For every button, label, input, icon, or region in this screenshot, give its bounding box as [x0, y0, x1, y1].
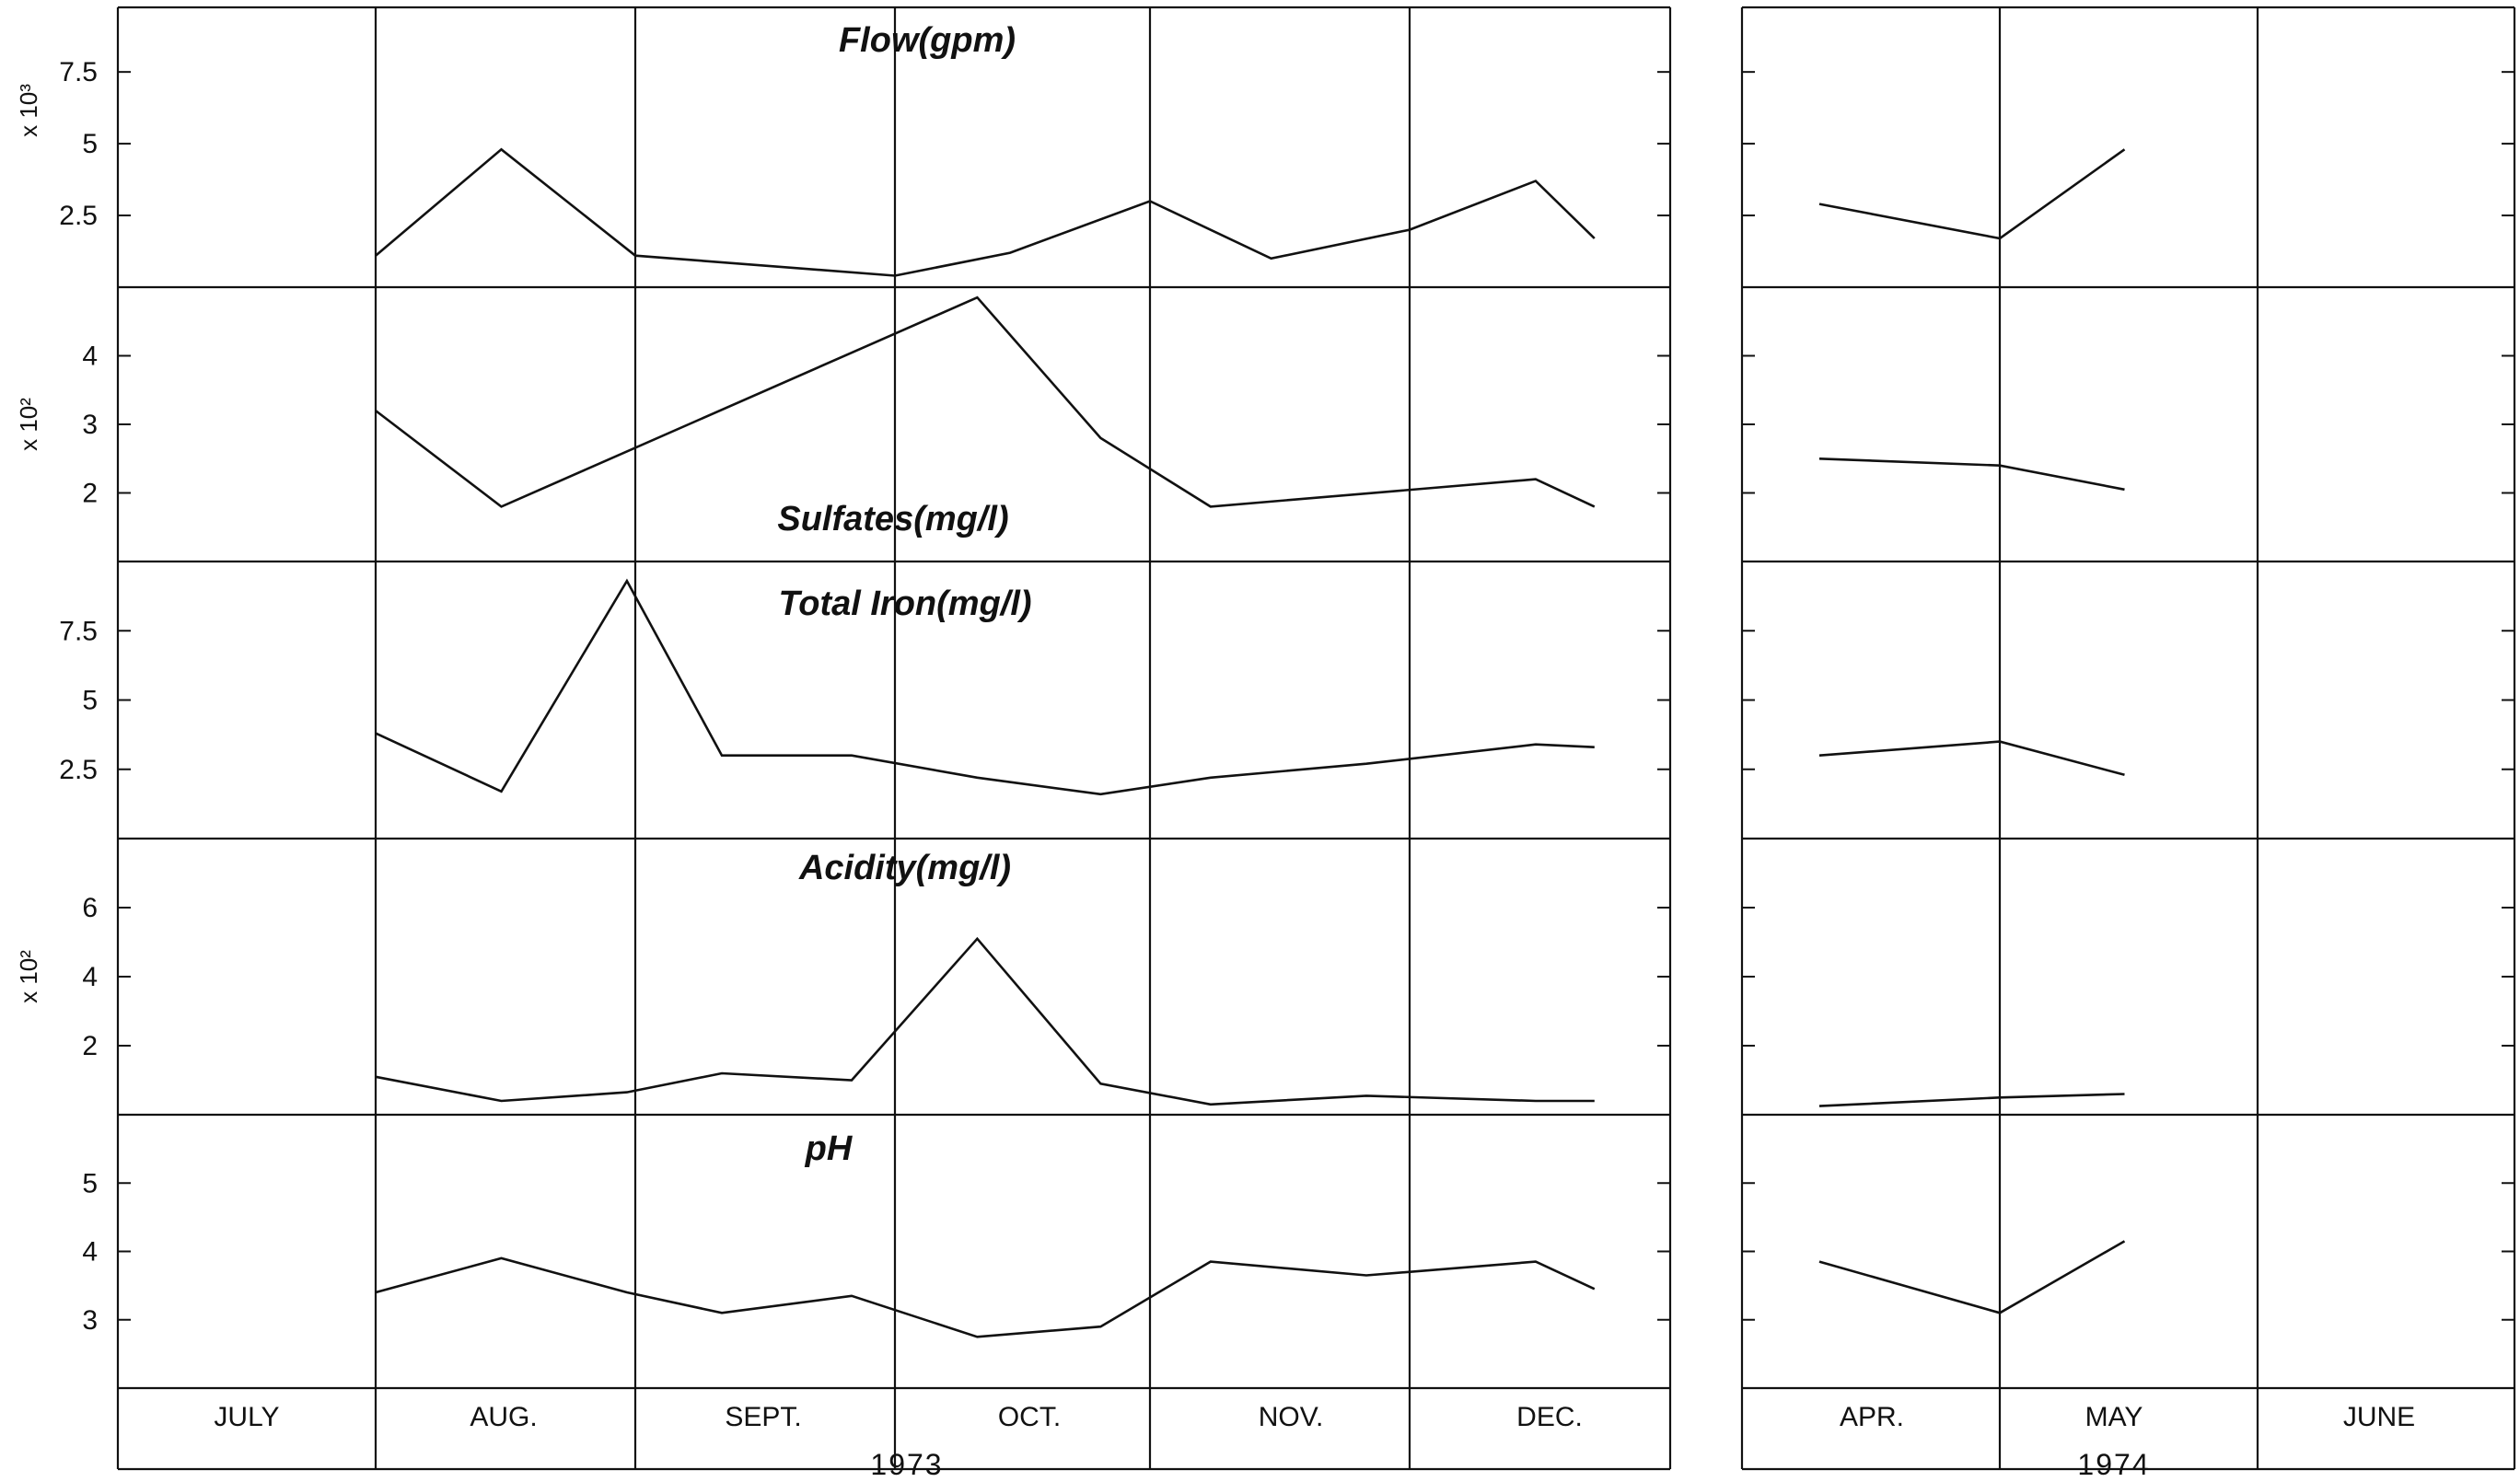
year-1974-label: 1974 — [2077, 1448, 2150, 1481]
panel-title: Sulfates(mg/l) — [777, 500, 1008, 538]
panel-5: 3 4 5 pH — [82, 1129, 2126, 1338]
series-line-1973 — [375, 936, 1595, 1106]
panel-title: Total Iron(mg/l) — [778, 585, 1031, 623]
month-label: AUG. — [470, 1402, 537, 1432]
y-tick-label: 2 — [82, 1031, 98, 1061]
series-line-1974 — [1818, 1240, 2126, 1314]
series-line-1973 — [375, 1256, 1596, 1338]
y-tick-label: 2.5 — [59, 755, 98, 785]
month-label: JUNE — [2343, 1402, 2415, 1432]
month-label: NOV. — [1259, 1402, 1324, 1432]
panel-3: 2.5 5 7.5 Total Iron(mg/l) — [59, 578, 2125, 796]
month-label: JULY — [214, 1402, 279, 1432]
y-tick-label: 7.5 — [59, 616, 98, 646]
month-label: APR. — [1840, 1402, 1904, 1432]
chart-frame — [116, 6, 2516, 1471]
y-tick-label: 2.5 — [59, 201, 98, 231]
y-tick-label: 2 — [82, 479, 98, 509]
chart-panels: 2.5 5 7.5 x 10³ Flow(gpm) 2 3 4 x 10² Sulfates(mg… — [15, 21, 2126, 1338]
series-line-1973 — [375, 578, 1595, 796]
tick-marks — [118, 71, 2514, 1321]
series-line-1973 — [375, 147, 1596, 277]
panel-title: Acidity(mg/l) — [798, 849, 1011, 887]
y-tick-label: 5 — [82, 1168, 98, 1198]
series-line-1973 — [375, 295, 1596, 508]
y-tick-label: 4 — [82, 342, 98, 372]
y-axis-exponent-label: x 10² — [15, 950, 42, 1003]
y-tick-label: 7.5 — [59, 57, 98, 87]
panel-2: 2 3 4 x 10² Sulfates(mg/l) — [15, 295, 2125, 538]
year-1973-label: 1973 — [870, 1448, 943, 1481]
panel-title: Flow(gpm) — [839, 21, 1016, 60]
month-label: OCT. — [998, 1402, 1061, 1432]
month-label: SEPT. — [725, 1402, 801, 1432]
panel-title: pH — [805, 1129, 854, 1168]
month-label: MAY — [2085, 1402, 2143, 1432]
axis-labels: 1973 1974 JULY AUG. SEPT. OCT. NOV. DEC. APR. M… — [214, 1402, 2415, 1481]
y-tick-label: 3 — [82, 1305, 98, 1336]
series-line-1974 — [1818, 740, 2125, 777]
y-axis-exponent-label: x 10² — [15, 398, 42, 451]
series-line-1974 — [1818, 457, 2125, 492]
series-line-1974 — [1818, 1093, 2125, 1107]
month-label: DEC. — [1516, 1402, 1583, 1432]
y-tick-label: 3 — [82, 410, 98, 440]
y-tick-label: 5 — [82, 686, 98, 716]
panel-1: 2.5 5 7.5 x 10³ Flow(gpm) — [15, 21, 2126, 277]
series-line-1974 — [1818, 148, 2126, 240]
panel-4: 2 4 6 x 10² Acidity(mg/l) — [15, 849, 2125, 1107]
y-tick-label: 4 — [82, 1237, 98, 1268]
y-tick-label: 6 — [82, 893, 98, 923]
y-tick-label: 5 — [82, 129, 98, 159]
y-tick-label: 4 — [82, 962, 98, 992]
y-axis-exponent-label: x 10³ — [15, 84, 42, 137]
